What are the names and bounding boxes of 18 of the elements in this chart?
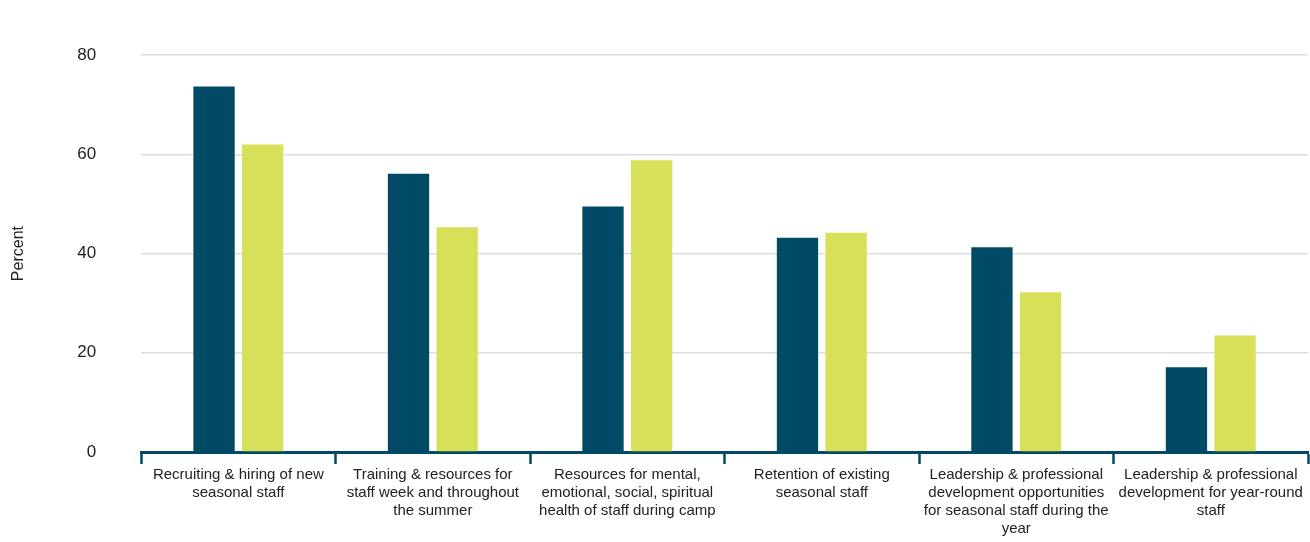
y-axis-title: Percent <box>9 225 27 282</box>
bar <box>436 227 478 452</box>
y-tick-label: 40 <box>77 243 97 263</box>
x-tick-label: Leadership & professional development opportunities for seasonal staff during the year <box>923 465 1109 537</box>
bar <box>242 144 284 452</box>
bar <box>1214 335 1256 452</box>
x-tick-label: Retention of existing seasonal staff <box>753 465 890 501</box>
y-tick-label: 60 <box>77 144 97 164</box>
x-tick-label: Recruiting & hiring of new seasonal staff <box>152 465 324 501</box>
x-tick-label: Training & resources for staff week and throughout the summer <box>346 465 520 519</box>
x-tick-label: Resources for mental, emotional, social, spiritual health of staff during camp <box>539 465 716 519</box>
y-tick-label: 20 <box>77 342 97 362</box>
bar <box>1019 292 1062 452</box>
bar <box>825 232 867 452</box>
bar <box>630 160 673 452</box>
y-tick-label: 80 <box>77 44 97 64</box>
x-tick-label: Leadership & professional development for year-round staff <box>1118 465 1303 519</box>
y-tick-label: 0 <box>86 441 97 461</box>
